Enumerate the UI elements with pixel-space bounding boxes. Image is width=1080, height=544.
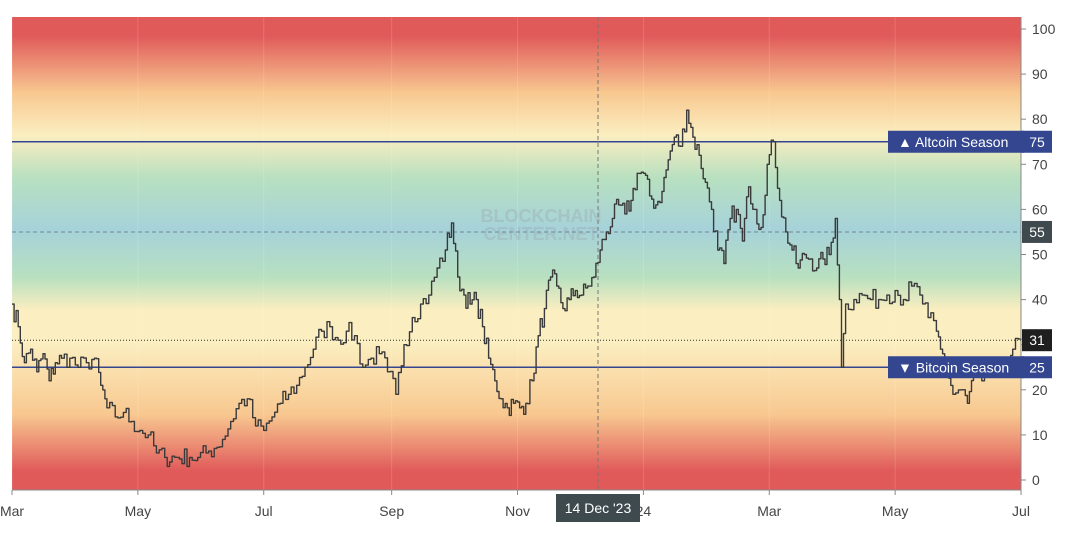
y-tick-label-70: 70 (1032, 156, 1048, 172)
x-tick-label-jul: Jul (1012, 503, 1030, 519)
bitcoin-season-label-text: ▼ Bitcoin Season (898, 359, 1009, 375)
y-tick-label-40: 40 (1032, 292, 1048, 308)
altcoin-value-label: 75 (1022, 130, 1052, 153)
x-tick-label-sep: Sep (379, 503, 404, 519)
altcoin-season-label-box (888, 130, 1024, 153)
current-value-label-box (1022, 329, 1052, 352)
bitcoin-value-label-text: 25 (1029, 359, 1045, 375)
plot-background (12, 17, 1021, 490)
altcoin-value-label-text: 75 (1029, 134, 1045, 150)
x-tick-label-may: May (125, 503, 151, 519)
bitcoin-season-label: ▼ Bitcoin Season (888, 356, 1024, 379)
series-line (12, 109, 1022, 468)
dashed-level-label: 55 (1022, 220, 1052, 243)
y-tick-label-100: 100 (1032, 21, 1056, 37)
watermark-line-1: BLOCKCHAIN (481, 206, 602, 226)
y-tick-label-60: 60 (1032, 201, 1048, 217)
current-value-label: 31 (1022, 329, 1052, 352)
y-tick-label-80: 80 (1032, 111, 1048, 127)
bitcoin-value-label: 25 (1022, 356, 1052, 379)
crosshair-date-label: 14 Dec '23 (556, 494, 641, 522)
altcoin-season-label-text: ▲ Altcoin Season (898, 134, 1008, 150)
x-tick-label-mar: Mar (757, 503, 781, 519)
crosshair-date-label-box (556, 494, 641, 522)
dashed-level-label-text: 55 (1029, 224, 1045, 240)
y-tick-label-20: 20 (1032, 382, 1048, 398)
watermark: BLOCKCHAIN CENTER.NET (481, 206, 602, 244)
bitcoin-value-label-box (1022, 356, 1052, 379)
y-tick-label-90: 90 (1032, 66, 1048, 82)
label-layer: ▲ Altcoin Season ▼ Bitcoin Season 75 25 55 31… (556, 130, 1052, 522)
x-tick-label-nov: Nov (505, 503, 530, 519)
altcoin-value-label-box (1022, 130, 1052, 153)
altcoin-season-label: ▲ Altcoin Season (888, 130, 1024, 153)
crosshair-date-label-text: 14 Dec '23 (565, 500, 632, 516)
y-tick-label-50: 50 (1032, 247, 1048, 263)
y-tick-label-10: 10 (1032, 427, 1048, 443)
current-value-label-text: 31 (1029, 332, 1045, 348)
x-tick-label-jul: Jul (255, 503, 273, 519)
reference-lines (12, 17, 1021, 490)
x-tick-label-may: May (882, 503, 908, 519)
watermark-line-2: CENTER.NET (483, 224, 598, 244)
y-tick-label-0: 0 (1032, 472, 1040, 488)
dashed-level-label-box (1022, 220, 1052, 243)
x-tick-label-mar: Mar (0, 503, 24, 519)
bitcoin-season-label-box (888, 356, 1024, 379)
